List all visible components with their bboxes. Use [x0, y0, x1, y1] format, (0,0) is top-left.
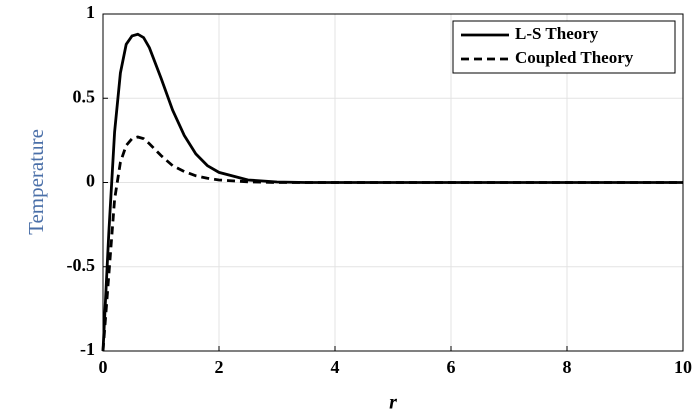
x-axis-label: r: [389, 392, 397, 414]
y-tick-label: -0.5: [67, 255, 96, 275]
y-tick-label: -1: [80, 339, 95, 359]
legend: L-S Theory Coupled Theory: [452, 20, 676, 74]
y-tick-label: 1: [86, 2, 95, 22]
legend-label: L-S Theory: [515, 24, 599, 43]
y-tick-label: 0.5: [73, 86, 96, 106]
series-line: [101, 135, 683, 352]
y-axis-label: Temperature: [24, 129, 48, 235]
x-tick-label: 8: [563, 357, 572, 377]
legend-box: [452, 20, 676, 74]
series-line: [101, 32, 683, 352]
legend-label: Coupled Theory: [515, 48, 634, 67]
x-tick-label: 2: [215, 357, 224, 377]
x-tick-label: 0: [99, 357, 108, 377]
y-tick-label: 0: [86, 171, 95, 191]
x-tick-label: 10: [674, 357, 692, 377]
x-tick-label: 4: [331, 357, 340, 377]
x-tick-label: 6: [447, 357, 456, 377]
